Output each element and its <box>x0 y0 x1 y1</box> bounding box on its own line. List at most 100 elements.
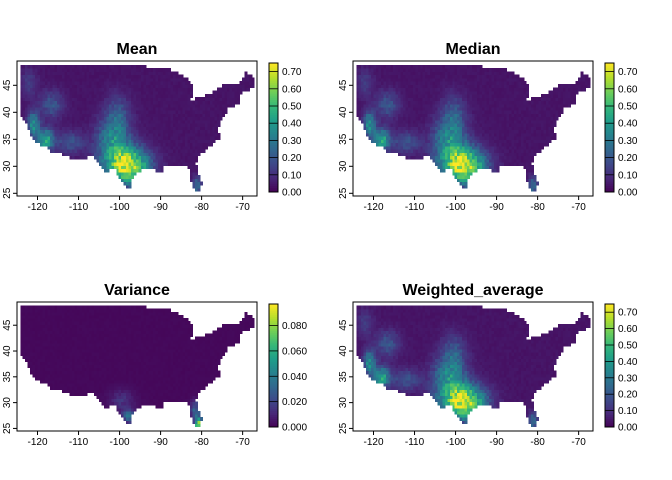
raster-cell <box>459 97 463 102</box>
raster-cell <box>400 149 404 153</box>
raster-cell <box>153 142 157 147</box>
raster-cell <box>118 68 122 72</box>
raster-cell <box>366 90 370 95</box>
raster-cell <box>150 100 154 105</box>
legend-swatch <box>269 129 278 133</box>
raster-cell <box>123 103 127 108</box>
raster-cell <box>464 93 468 98</box>
raster-cell <box>94 123 98 127</box>
raster-cell <box>405 126 409 131</box>
raster-cell <box>155 80 159 85</box>
raster-cell <box>393 71 397 76</box>
raster-cell <box>131 90 135 95</box>
raster-cell <box>442 68 446 72</box>
raster-cell <box>224 84 228 89</box>
raster-cell <box>420 103 424 108</box>
raster-cell <box>412 106 416 111</box>
raster-cell <box>91 64 95 69</box>
raster-cell <box>444 116 448 121</box>
raster-cell <box>140 90 144 95</box>
raster-cell <box>373 84 377 89</box>
raster-cell <box>425 80 429 85</box>
raster-cell <box>385 126 389 131</box>
raster-cell <box>108 64 112 69</box>
raster-cell <box>131 68 135 72</box>
raster-cell <box>138 71 142 76</box>
raster-cell <box>217 90 221 95</box>
raster-cell <box>388 103 392 108</box>
raster-cell <box>69 129 73 134</box>
raster-cell <box>131 129 135 134</box>
raster-cell <box>79 123 83 127</box>
raster-cell <box>452 158 456 163</box>
raster-cell <box>400 132 404 137</box>
raster-cell <box>116 71 120 76</box>
raster-cell <box>20 106 24 111</box>
raster-cell <box>153 155 157 160</box>
raster-cell <box>96 116 100 121</box>
raster-cell <box>403 87 407 92</box>
raster-cell <box>199 100 204 105</box>
raster-cell <box>373 97 377 102</box>
raster-cell <box>180 142 184 147</box>
raster-cell <box>86 119 90 124</box>
raster-cell <box>49 84 53 89</box>
raster-cell <box>148 116 152 121</box>
raster-cell <box>192 184 196 189</box>
raster-cell <box>111 106 115 111</box>
raster-cell <box>123 100 127 105</box>
raster-cell <box>113 158 117 163</box>
raster-cell <box>143 110 147 114</box>
raster-cell <box>27 100 31 105</box>
raster-cell <box>67 84 71 89</box>
raster-cell <box>187 161 191 166</box>
raster-cell <box>435 74 439 79</box>
raster-cell <box>121 100 125 105</box>
raster-cell <box>361 84 365 89</box>
raster-cell <box>47 126 51 131</box>
x-tick-label: -80 <box>194 202 209 213</box>
raster-cell <box>99 149 103 153</box>
raster-cell <box>467 142 471 147</box>
raster-cell <box>430 123 434 127</box>
raster-cell <box>133 87 137 92</box>
raster-cell <box>403 113 407 118</box>
raster-cell <box>212 139 216 144</box>
y-tick-label: 25 <box>338 187 349 199</box>
raster-cell <box>467 132 471 137</box>
raster-cell <box>54 113 58 118</box>
raster-cell <box>380 119 384 124</box>
raster-cell <box>464 103 468 108</box>
raster-cell <box>361 119 365 124</box>
raster-cell <box>195 100 199 105</box>
raster-cell <box>214 119 218 124</box>
raster-cell <box>111 68 115 72</box>
raster-cell <box>427 132 431 137</box>
raster-cell <box>128 129 132 134</box>
raster-cell <box>91 110 95 114</box>
raster-cell <box>385 123 389 127</box>
raster-cell <box>430 68 434 72</box>
raster-cell <box>121 110 125 114</box>
raster-cell <box>415 132 419 137</box>
raster-cell <box>135 123 140 127</box>
raster-cell <box>469 142 473 147</box>
raster-cell <box>64 126 68 131</box>
raster-cell <box>442 116 446 121</box>
raster-cell <box>380 116 384 121</box>
raster-cell <box>32 110 36 114</box>
raster-cell <box>425 77 429 82</box>
raster-cell <box>64 139 68 144</box>
raster-cell <box>393 93 397 98</box>
raster-cell <box>437 155 441 160</box>
raster-cell <box>385 139 389 144</box>
raster-cell <box>86 77 90 82</box>
raster-cell <box>44 87 48 92</box>
raster-cell <box>37 100 41 105</box>
legend-swatch <box>269 118 278 122</box>
raster-cell <box>106 80 110 85</box>
raster-cell <box>170 100 174 105</box>
raster-cell <box>20 80 24 85</box>
raster-cell <box>425 119 429 124</box>
raster-cell <box>59 136 63 140</box>
